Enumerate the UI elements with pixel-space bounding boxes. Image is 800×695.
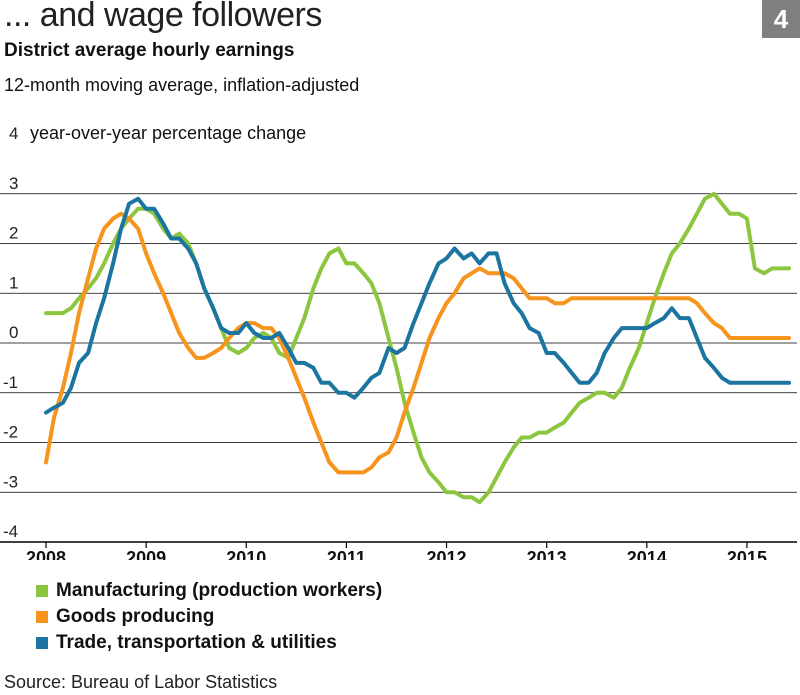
chart-legend: Manufacturing (production workers) Goods…: [36, 578, 382, 656]
legend-item-manufacturing: Manufacturing (production workers): [36, 578, 382, 604]
x-tick-label: 2013: [527, 548, 567, 560]
headline: ... and wage followers: [4, 0, 322, 34]
legend-swatch-trade: [36, 637, 48, 649]
y-tick-label: 3: [9, 174, 18, 193]
y-axis-label: year-over-year percentage change: [30, 123, 307, 143]
series-line-1: [44, 211, 791, 475]
y-tick-label: 1: [9, 273, 18, 292]
y-tick-label: -2: [3, 423, 18, 442]
legend-swatch-manufacturing: [36, 585, 48, 597]
chart-title: District average hourly earnings: [4, 40, 295, 61]
legend-label-goods-producing: Goods producing: [56, 606, 215, 627]
legend-label-trade: Trade, transportation & utilities: [56, 632, 337, 653]
legend-label-manufacturing: Manufacturing (production workers): [56, 580, 383, 601]
y-tick-label: -1: [3, 373, 18, 392]
series-line-2: [44, 196, 791, 415]
series-line-0: [44, 191, 791, 505]
y-tick-label: -4: [3, 522, 18, 541]
y-tick-label: 4: [9, 124, 18, 143]
legend-item-trade: Trade, transportation & utilities: [36, 630, 382, 656]
y-tick-label: 2: [9, 224, 18, 243]
x-tick-label: 2009: [126, 548, 166, 560]
x-tick-label: 2011: [327, 548, 366, 560]
y-tick-label: -3: [3, 472, 18, 491]
x-tick-label: 2015: [727, 548, 767, 560]
x-tick-label: 2014: [627, 548, 667, 560]
line-chart: -4 -3 -2 -1 0 1 2 3 4 2008 2009 2010 2011 2012 2013 201…: [0, 124, 797, 560]
legend-swatch-goods-producing: [36, 611, 48, 623]
x-tick-label: 2010: [226, 548, 266, 560]
y-tick-label: 0: [9, 323, 18, 342]
chart-subtitle: 12-month moving average, inflation-adjus…: [4, 75, 360, 95]
legend-item-goods-producing: Goods producing: [36, 604, 382, 630]
chart-number-badge: 4: [762, 0, 800, 38]
x-tick-label: 2012: [427, 548, 467, 560]
x-tick-label: 2008: [26, 548, 66, 560]
source-note: Source: Bureau of Labor Statistics: [4, 672, 278, 692]
